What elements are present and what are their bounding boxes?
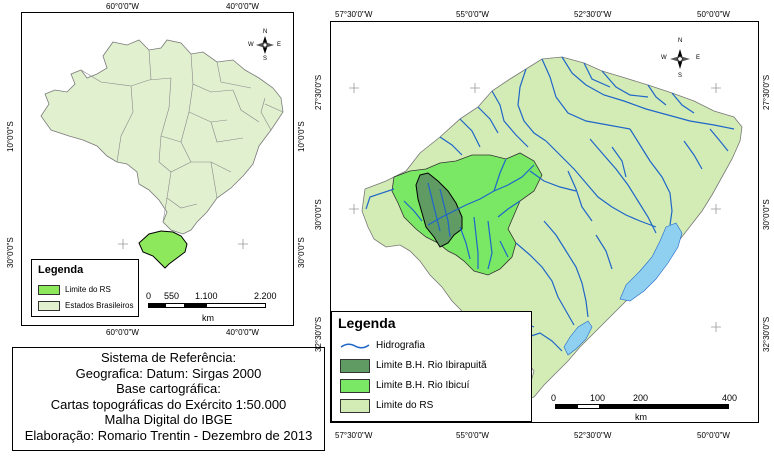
rs-legend-label-ibirapuita: Limite B.H. Rio Ibirapuitã <box>376 360 487 371</box>
rs-legend-title: Legenda <box>338 315 396 331</box>
brazil-bottom-coord-1: 60°0'0"W <box>106 328 139 337</box>
brazil-state-borders <box>80 49 284 223</box>
brazil-legend-swatch-rs <box>38 285 60 295</box>
reference-box: Sistema de Referência: Geografica: Datum… <box>12 347 325 451</box>
rs-legend-label-rs: Limite do RS <box>376 400 434 411</box>
reference-line-2: Geografica: Datum: Sirgas 2000 <box>75 365 262 381</box>
brazil-right-coord-1: 10°0'0"S <box>297 121 306 152</box>
rs-scale-unit: km <box>635 412 647 422</box>
brazil-scale-bar <box>148 303 266 308</box>
brazil-north-arrow-icon <box>256 36 274 54</box>
brazil-top-coord-2: 40°0'0"W <box>226 2 259 11</box>
rs-legend-label-hydro: Hidrografia <box>376 340 425 351</box>
rs-bottom-coord-1: 57°30'0"W <box>335 431 373 440</box>
rs-top-coord-1: 57°30'0"W <box>335 10 373 19</box>
reference-line-4: Cartas topográficas do Exército 1:50.000 <box>50 396 287 412</box>
brazil-top-coord-1: 60°0'0"W <box>106 2 139 11</box>
reference-line-6: Elaboração: Romario Trentin - Dezembro d… <box>24 427 313 443</box>
rs-scale-bar <box>555 404 729 409</box>
reference-line-3: Base cartográfica: <box>116 381 221 396</box>
rs-scale-tick-0: 0 <box>551 393 557 403</box>
ibirapuita-basin <box>415 172 463 248</box>
rs-left-coord-1: 27°30'0"S <box>314 74 323 110</box>
rs-right-coord-3: 32°30'0"S <box>762 316 771 352</box>
brazil-left-coord-1: 10°0'0"S <box>6 121 15 152</box>
reference-line-1: Sistema de Referência: <box>100 350 237 365</box>
rs-legend-swatch-ibirapuita <box>340 359 370 373</box>
rs-north-n: N <box>678 38 683 44</box>
rs-right-coord-2: 30°0'0"S <box>762 199 771 230</box>
rs-north-arrow-icon <box>670 49 690 69</box>
brazil-scale-tick-1: 550 <box>164 291 180 301</box>
brazil-scale-unit: km <box>202 313 214 323</box>
lagoa-mirim <box>563 320 593 356</box>
brazil-north-n: N <box>263 29 268 35</box>
rs-legend-label-ibicui: Limite B.H. Rio Ibicuí <box>376 380 470 391</box>
rs-bottom-coord-2: 55°0'0"W <box>456 431 489 440</box>
brazil-legend-label-states: Estados Brasileiros <box>65 301 134 310</box>
rs-bottom-coord-3: 52°30'0"W <box>574 431 612 440</box>
brazil-legend: Legenda Limite do RS Estados Brasileiros <box>31 259 139 317</box>
rs-top-coord-3: 52°30'0"W <box>574 10 612 19</box>
brazil-outline <box>40 39 284 235</box>
rs-scale-tick-3: 400 <box>722 393 738 403</box>
rs-legend-swatch-ibicui <box>340 379 370 393</box>
rs-scale-tick-1: 100 <box>590 393 606 403</box>
brazil-map <box>40 36 284 269</box>
rs-left-coord-2: 30°0'0"S <box>314 199 323 230</box>
brazil-north-s: S <box>263 56 268 62</box>
brazil-north-e: E <box>277 42 282 48</box>
brazil-legend-label-rs: Limite do RS <box>65 285 111 294</box>
rs-legend: Legenda Hidrografia Limite B.H. Rio Ibir… <box>331 311 532 422</box>
rs-map <box>349 49 743 400</box>
brazil-scale-tick-0: 0 <box>146 291 152 301</box>
rs-scale-tick-2: 200 <box>633 393 649 403</box>
reference-line-5: Malha Digital do IBGE <box>104 412 233 427</box>
rs-top-coord-2: 55°0'0"W <box>456 10 489 19</box>
brazil-right-coord-2: 30°0'0"S <box>297 237 306 268</box>
rs-right-coord-1: 27°30'0"S <box>762 74 771 110</box>
rs-legend-swatch-rs <box>340 399 370 413</box>
lagoa-dos-patos <box>619 222 683 302</box>
brazil-bottom-coord-2: 40°0'0"W <box>226 328 259 337</box>
brazil-left-coord-2: 30°0'0"S <box>6 237 15 268</box>
rs-top-coord-4: 50°0'0"W <box>697 10 730 19</box>
rs-north-w: W <box>661 55 667 61</box>
brazil-scale-tick-3: 2.200 <box>254 291 277 301</box>
brazil-legend-title: Legenda <box>38 264 84 276</box>
brazil-legend-swatch-states <box>38 301 60 311</box>
rs-bottom-coord-4: 50°0'0"W <box>697 431 730 440</box>
rs-legend-hydro-icon <box>340 343 370 349</box>
rs-north-s: S <box>678 73 683 79</box>
rs-north-e: E <box>696 55 701 61</box>
brazil-scale-tick-2: 1.100 <box>195 291 218 301</box>
brazil-north-w: W <box>248 42 254 48</box>
rs-highlight <box>138 230 188 269</box>
rs-left-coord-3: 32°30'0"S <box>314 316 323 352</box>
